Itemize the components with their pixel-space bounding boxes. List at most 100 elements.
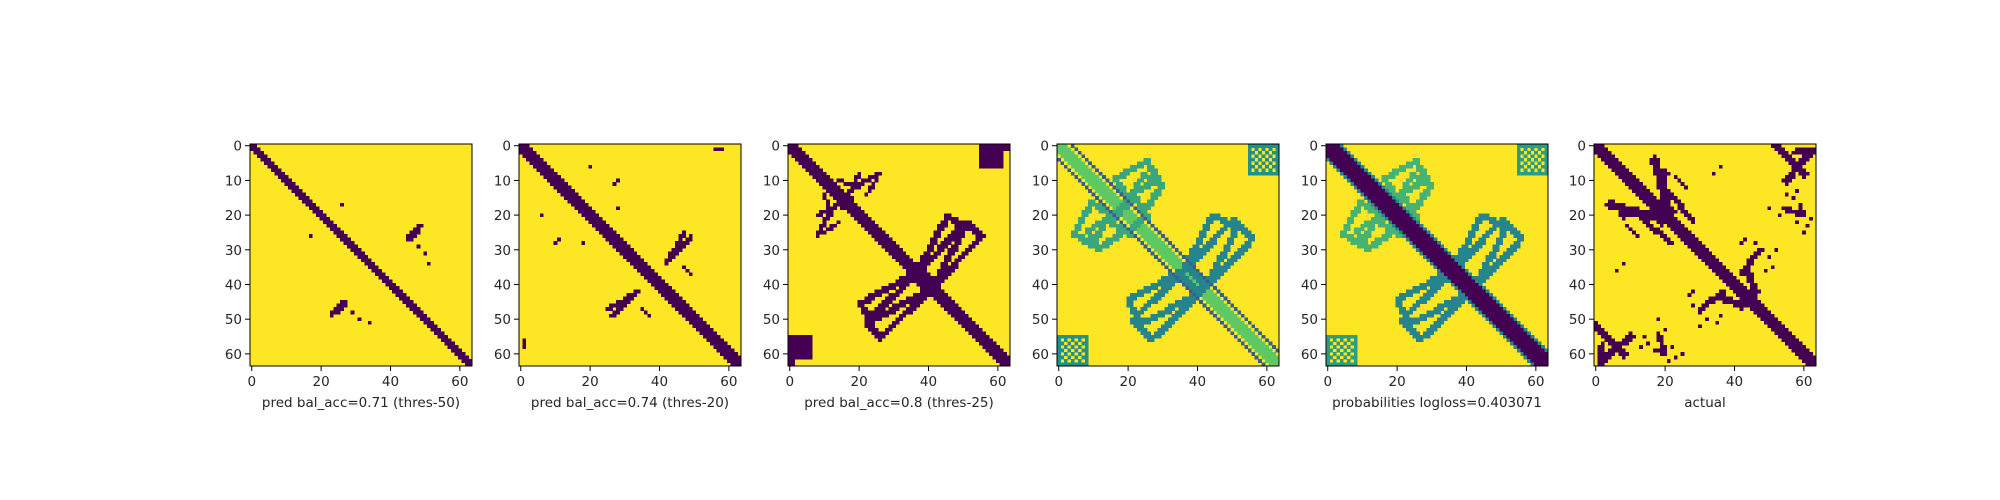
heatmap-cell [1395, 230, 1400, 235]
heatmap-cell [1136, 209, 1141, 214]
heatmap-cell [1136, 196, 1141, 200]
heatmap-cell [1226, 261, 1231, 266]
heatmap-cell [1098, 171, 1103, 176]
heatmap-cell [1433, 327, 1438, 332]
heatmap-cell [1509, 313, 1514, 318]
heatmap-cell [1628, 178, 1633, 183]
heatmap-cell [843, 192, 848, 197]
x-tick-label: 40 [1726, 374, 1743, 390]
heatmap-cell [1516, 324, 1521, 329]
heatmap-cell [1471, 289, 1476, 294]
heatmap-cell [1244, 338, 1249, 343]
heatmap-cell [1544, 168, 1549, 173]
heatmap-cell [1136, 320, 1141, 325]
heatmap-cell [1412, 317, 1417, 322]
heatmap-cell [581, 199, 586, 204]
heatmap-cell [1457, 286, 1462, 290]
heatmap-cell [1530, 144, 1535, 148]
heatmap-cell [692, 310, 697, 315]
heatmap-cell [1666, 213, 1671, 218]
y-tick-label: 10 [1301, 173, 1318, 189]
heatmap-cell [1070, 345, 1075, 349]
heatmap-cell [1140, 209, 1145, 214]
heatmap-cell [1206, 296, 1210, 301]
heatmap-cell [1739, 296, 1744, 301]
heatmap-cell [1378, 185, 1382, 190]
heatmap-cell [413, 234, 417, 238]
heatmap-cell [1129, 216, 1134, 221]
heatmap-cell [1346, 157, 1351, 162]
heatmap-cell [1115, 237, 1120, 242]
heatmap-cell [1409, 289, 1414, 294]
heatmap-cell [1364, 189, 1368, 193]
heatmap-cell [329, 220, 334, 225]
heatmap-cell [1611, 164, 1616, 169]
heatmap-cell [1614, 268, 1619, 273]
heatmap-cell [912, 275, 917, 280]
heatmap-cell [1226, 307, 1231, 311]
heatmap-cell [1499, 223, 1504, 228]
heatmap-cell [1329, 150, 1334, 155]
heatmap-cell [437, 327, 442, 332]
heatmap-cell [654, 282, 659, 287]
heatmap-cell [1360, 223, 1365, 228]
heatmap-cell [612, 230, 617, 235]
heatmap-cell [1233, 223, 1238, 228]
heatmap-cell [926, 255, 931, 259]
heatmap-cell [961, 230, 966, 235]
heatmap-cell [1409, 230, 1414, 235]
heatmap-cell [1527, 150, 1531, 155]
heatmap-cell [1642, 196, 1647, 200]
heatmap-cell [1077, 171, 1082, 176]
heatmap-cell [923, 272, 928, 277]
heatmap-cell [1652, 199, 1657, 204]
heatmap-cell [1119, 171, 1124, 176]
heatmap-cell [1088, 175, 1092, 179]
heatmap-cell [815, 171, 820, 176]
heatmap-cell [1381, 216, 1386, 221]
heatmap-cell [1736, 282, 1740, 287]
heatmap-cell [1185, 286, 1190, 290]
heatmap-cell [1750, 303, 1754, 308]
heatmap-cell [1346, 234, 1351, 238]
heatmap-cell [1247, 157, 1252, 162]
heatmap-cell [1119, 234, 1124, 238]
heatmap-cell [1081, 362, 1086, 367]
heatmap-cell [1258, 338, 1262, 343]
heatmap-cell [1621, 341, 1626, 346]
heatmap-cell [1499, 220, 1504, 225]
heatmap-cell [322, 213, 327, 218]
heatmap-cell [1628, 227, 1633, 232]
heatmap-cell [1499, 216, 1504, 221]
heatmap-cell [867, 189, 872, 193]
heatmap-cell [1625, 223, 1629, 228]
heatmap-cell [1509, 227, 1514, 232]
heatmap-cell [1220, 313, 1224, 318]
heatmap-cell [867, 230, 872, 235]
heatmap-cell [1409, 175, 1414, 179]
heatmap-cell [529, 150, 534, 155]
heatmap-cell [1247, 241, 1252, 245]
heatmap-cell [1251, 150, 1256, 155]
heatmap-cell [1784, 154, 1789, 159]
heatmap-cell [947, 307, 952, 311]
heatmap-cell [1343, 341, 1348, 346]
heatmap-cell [619, 300, 624, 304]
heatmap-cell [912, 307, 917, 311]
heatmap-cell [1129, 209, 1134, 214]
heatmap-cell [1516, 234, 1521, 238]
heatmap-cell [1154, 196, 1158, 200]
heatmap-cell [1188, 248, 1193, 252]
heatmap-cell [1437, 310, 1441, 315]
heatmap-cell [850, 202, 855, 207]
heatmap-cell [1251, 324, 1256, 329]
heatmap-cell [1091, 237, 1096, 242]
heatmap-cell [1230, 255, 1235, 259]
heatmap-cell [1381, 220, 1386, 225]
heatmap-cell [1423, 237, 1427, 242]
heatmap-cell [461, 359, 466, 363]
heatmap-cell [1485, 303, 1490, 308]
heatmap-cell [1095, 237, 1099, 242]
heatmap-cell [1513, 244, 1518, 249]
heatmap-cell [623, 296, 627, 301]
